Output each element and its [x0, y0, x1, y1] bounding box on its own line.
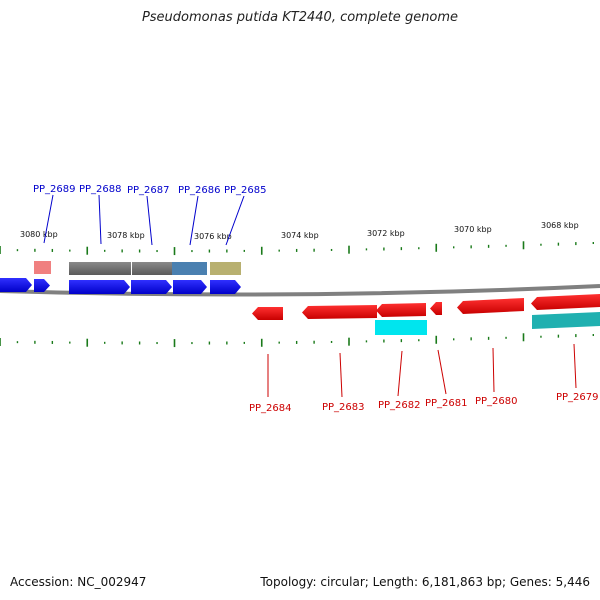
gene-label-bottom[interactable]: PP_2679	[556, 392, 599, 403]
feature-block-cyan	[375, 320, 427, 335]
gene-label-bottom[interactable]: PP_2683	[322, 402, 365, 413]
gene-label-top[interactable]: PP_2687	[127, 185, 170, 196]
map-title: Pseudomonas putida KT2440, complete geno…	[141, 10, 459, 25]
scale-label: 3068 kbp	[541, 221, 579, 230]
top-gene-labels: PP_2689 PP_2688 PP_2687 PP_2686 PP_2685	[33, 184, 267, 246]
feature-block-teal	[532, 312, 600, 329]
feature-block-gray	[69, 262, 131, 275]
forward-arrow-icon[interactable]	[69, 280, 130, 294]
scale-ticks-inner	[0, 333, 594, 348]
feature-block-gray	[132, 262, 172, 275]
scale-label: 3080 kbp	[20, 230, 58, 239]
reverse-arrow-icon[interactable]	[457, 298, 524, 314]
scale-label: 3076 kbp	[194, 232, 232, 241]
gene-label-bottom[interactable]: PP_2680	[475, 396, 518, 407]
bottom-gene-labels: PP_2684 PP_2683 PP_2682 PP_2681 PP_2680 …	[249, 343, 599, 414]
reverse-arrow-icon[interactable]	[531, 294, 600, 310]
feature-track-top	[34, 261, 241, 275]
reverse-arrow-icon[interactable]	[252, 307, 283, 320]
forward-arrow-icon[interactable]	[131, 280, 172, 294]
gene-label-bottom[interactable]: PP_2682	[378, 400, 421, 411]
forward-arrow-icon[interactable]	[173, 280, 207, 294]
gene-label-top[interactable]: PP_2686	[178, 185, 221, 196]
scale-labels: 3080 kbp 3078 kbp 3076 kbp 3074 kbp 3072…	[20, 221, 579, 241]
scale-label: 3074 kbp	[281, 231, 319, 240]
forward-arrow-icon[interactable]	[34, 279, 50, 292]
reverse-genes	[252, 294, 600, 320]
feature-block-steel	[172, 262, 207, 275]
gene-label-top[interactable]: PP_2688	[79, 184, 122, 195]
gene-label-bottom[interactable]: PP_2681	[425, 398, 468, 409]
reverse-arrow-icon[interactable]	[302, 305, 377, 319]
gene-label-bottom[interactable]: PP_2684	[249, 403, 292, 414]
genome-stats-text: Topology: circular; Length: 6,181,863 bp…	[260, 575, 590, 589]
gene-label-top[interactable]: PP_2689	[33, 184, 76, 195]
forward-arrow-icon[interactable]	[210, 280, 241, 294]
scale-ticks-outer	[0, 241, 594, 256]
reverse-arrow-icon[interactable]	[430, 302, 442, 315]
feature-block-olive	[210, 262, 241, 275]
forward-genes	[0, 278, 241, 294]
forward-arrow-icon[interactable]	[0, 278, 32, 292]
accession-text: Accession: NC_002947	[10, 575, 147, 589]
scale-label: 3070 kbp	[454, 225, 492, 234]
reverse-arrow-icon[interactable]	[376, 303, 426, 317]
feature-track-bottom	[375, 312, 600, 335]
scale-label: 3078 kbp	[107, 231, 145, 240]
feature-block-pink	[34, 261, 51, 274]
gene-label-top[interactable]: PP_2685	[224, 185, 267, 196]
scale-label: 3072 kbp	[367, 229, 405, 238]
